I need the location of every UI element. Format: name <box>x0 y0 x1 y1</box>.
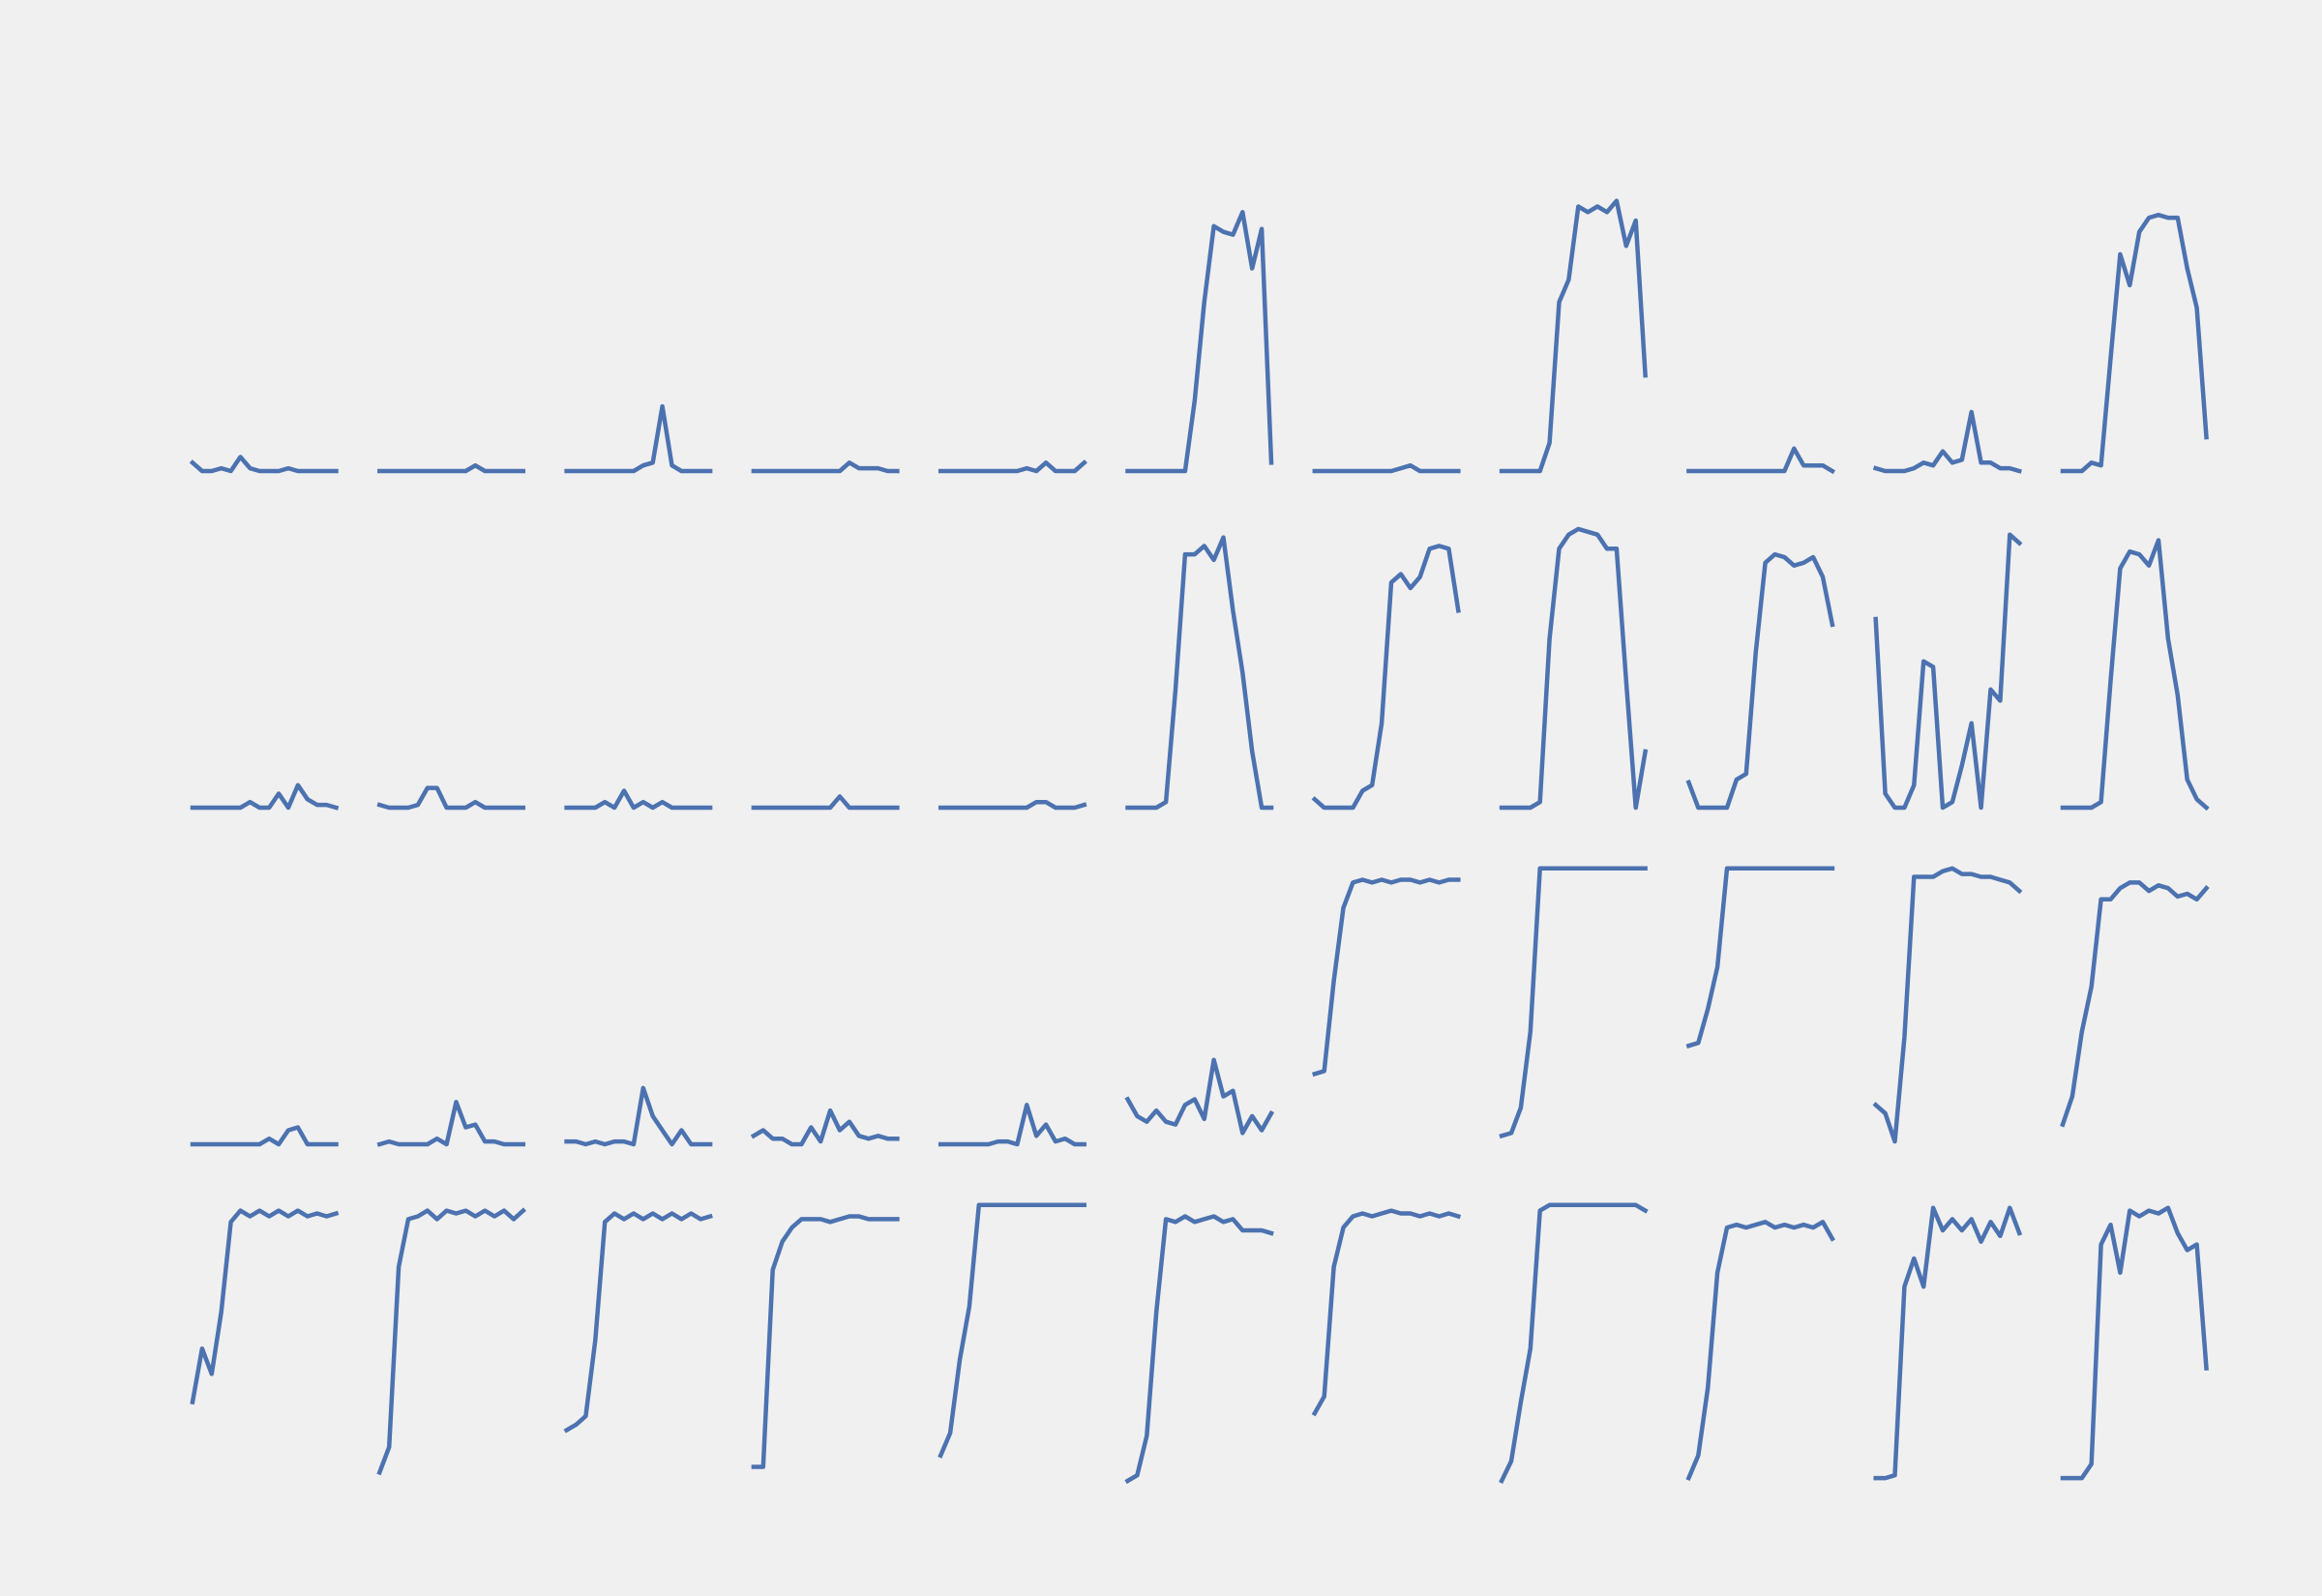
sparkline <box>751 1214 900 1469</box>
sparkline <box>377 462 526 474</box>
sparkline <box>1499 1202 1649 1485</box>
sparkline <box>938 1202 1087 1459</box>
sparkline <box>1125 210 1274 474</box>
sparkline <box>938 459 1087 474</box>
sparkline <box>750 1108 900 1147</box>
sparkline <box>1124 1057 1275 1136</box>
sparkline <box>564 788 713 811</box>
sparkline <box>1872 409 2022 474</box>
sparkline <box>1685 551 1835 811</box>
sparkline <box>376 1100 526 1147</box>
sparkline <box>1686 446 1835 475</box>
sparkline <box>1125 535 1274 811</box>
sparkline <box>1124 1214 1274 1485</box>
sparkline <box>1873 532 2023 811</box>
sparkline <box>376 785 526 811</box>
sparkline <box>1499 526 1649 811</box>
sparkline <box>564 403 713 474</box>
sparkline <box>564 1085 713 1147</box>
sparkline <box>190 1208 340 1405</box>
sparkline <box>1311 877 1461 1078</box>
sparkline <box>2060 880 2210 1128</box>
sparkline <box>190 1125 339 1147</box>
sparkline <box>1872 866 2023 1144</box>
sparkline <box>1873 1205 2023 1481</box>
sparkline <box>938 1103 1087 1147</box>
sparkline <box>2060 1205 2209 1481</box>
sparkline <box>1685 866 1835 1049</box>
sparkline <box>1311 544 1461 811</box>
sparkline <box>376 1207 526 1476</box>
sparkline <box>1312 462 1461 474</box>
sparkline <box>1311 1208 1462 1417</box>
sparkline <box>2060 212 2209 474</box>
sparkline <box>1499 198 1648 474</box>
sparkline <box>1499 866 1648 1139</box>
sparkline <box>751 460 900 474</box>
sparkline <box>2060 538 2210 812</box>
sparkline <box>563 1211 713 1433</box>
sparkline <box>190 783 340 811</box>
sparkline <box>189 455 339 474</box>
sparkline <box>751 794 900 811</box>
sparkline <box>1685 1220 1835 1482</box>
sparkline <box>938 799 1087 811</box>
